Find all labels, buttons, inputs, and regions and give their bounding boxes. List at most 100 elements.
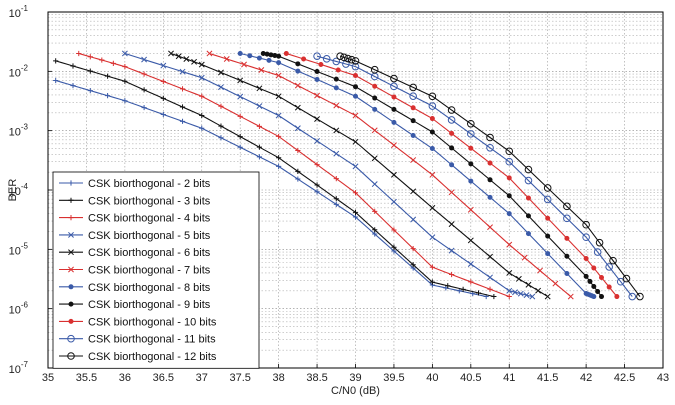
data-point: [294, 104, 301, 111]
data-point: [448, 271, 455, 278]
data-point: [606, 284, 612, 290]
data-point: [283, 50, 289, 56]
data-point: [390, 198, 397, 205]
legend-entry: CSK biorthogonal - 11 bits: [59, 334, 216, 346]
data-point: [445, 283, 451, 289]
x-tick-label: 41.5: [537, 372, 558, 384]
data-point: [410, 118, 416, 124]
data-point: [525, 213, 531, 219]
y-tick-label: 10-7: [9, 360, 29, 376]
data-point: [335, 67, 341, 73]
data-point: [295, 176, 301, 182]
legend-label: CSK biorthogonal - 10 bits: [88, 316, 217, 328]
x-tick-label: 39.5: [383, 372, 404, 384]
data-point: [68, 301, 74, 307]
series-4: [121, 50, 536, 300]
data-point: [256, 123, 263, 129]
data-point: [237, 134, 243, 140]
data-point: [486, 133, 494, 142]
data-point: [529, 293, 536, 300]
data-point: [456, 288, 462, 294]
data-point: [68, 318, 74, 324]
data-point: [352, 163, 359, 170]
data-point: [266, 57, 272, 63]
data-point: [332, 57, 341, 66]
data-point: [68, 215, 74, 221]
data-point: [506, 293, 512, 300]
data-point: [545, 233, 551, 239]
data-point: [295, 68, 301, 74]
data-point: [429, 234, 436, 241]
data-point: [512, 289, 518, 296]
data-point: [390, 74, 398, 83]
data-point: [487, 160, 493, 166]
series-line: [339, 55, 641, 297]
series-6: [206, 50, 574, 300]
data-point: [314, 189, 320, 195]
data-point: [295, 147, 301, 154]
data-point: [410, 157, 417, 163]
data-point: [582, 233, 590, 242]
data-point: [371, 181, 378, 188]
data-point: [410, 132, 416, 138]
data-point: [141, 87, 147, 93]
data-point: [313, 52, 321, 60]
series-9: [283, 50, 620, 300]
data-point: [468, 161, 474, 167]
data-point: [141, 71, 147, 77]
legend-label: CSK biorthogonal - 5 bits: [88, 230, 211, 242]
data-point: [258, 67, 265, 73]
data-point: [544, 293, 551, 300]
legend-entry: CSK biorthogonal - 4 bits: [59, 213, 211, 225]
data-point: [390, 82, 398, 91]
legend-label: CSK biorthogonal - 2 bits: [88, 178, 211, 190]
data-point: [583, 256, 589, 262]
data-point: [564, 253, 570, 259]
data-point: [333, 85, 339, 91]
data-point: [391, 106, 397, 112]
y-tick-label: 10-1: [9, 4, 29, 20]
series-3: [76, 50, 512, 300]
data-point: [247, 53, 253, 59]
data-point: [333, 196, 339, 202]
y-axis-label: BER: [7, 179, 19, 202]
y-tick-label: 10-4: [9, 182, 29, 198]
data-point: [390, 142, 397, 149]
data-point: [564, 235, 570, 241]
data-point: [199, 112, 205, 119]
legend-entry: CSK biorthogonal - 5 bits: [59, 230, 211, 242]
data-point: [318, 61, 324, 67]
data-point: [199, 93, 205, 99]
x-tick-label: 40: [426, 372, 438, 384]
data-point: [68, 266, 74, 273]
data-point: [168, 50, 174, 57]
data-point: [391, 119, 397, 125]
data-point: [486, 143, 494, 152]
data-point: [410, 216, 417, 223]
data-point: [314, 138, 321, 144]
data-point: [447, 106, 456, 114]
data-point: [468, 145, 474, 151]
data-point: [199, 125, 205, 131]
data-point: [198, 74, 205, 81]
legend-label: CSK biorthogonal - 9 bits: [88, 299, 211, 311]
data-point: [275, 93, 282, 100]
data-point: [237, 144, 243, 150]
legend-entry: CSK biorthogonal - 6 bits: [59, 247, 211, 259]
data-point: [87, 54, 93, 60]
data-point: [467, 237, 474, 244]
data-point: [70, 63, 76, 69]
data-point: [99, 57, 105, 63]
data-point: [487, 194, 493, 200]
data-point: [409, 83, 417, 92]
series-7: [237, 50, 597, 300]
y-tick-labels: 10-7 10-6 10-5 10-4 10-3 10-2 10-1: [9, 4, 52, 376]
data-point: [295, 168, 301, 174]
data-point: [275, 112, 282, 119]
data-point: [294, 125, 301, 132]
data-point: [487, 224, 493, 231]
data-point: [475, 290, 482, 296]
data-point: [506, 175, 512, 181]
data-point: [160, 62, 167, 69]
